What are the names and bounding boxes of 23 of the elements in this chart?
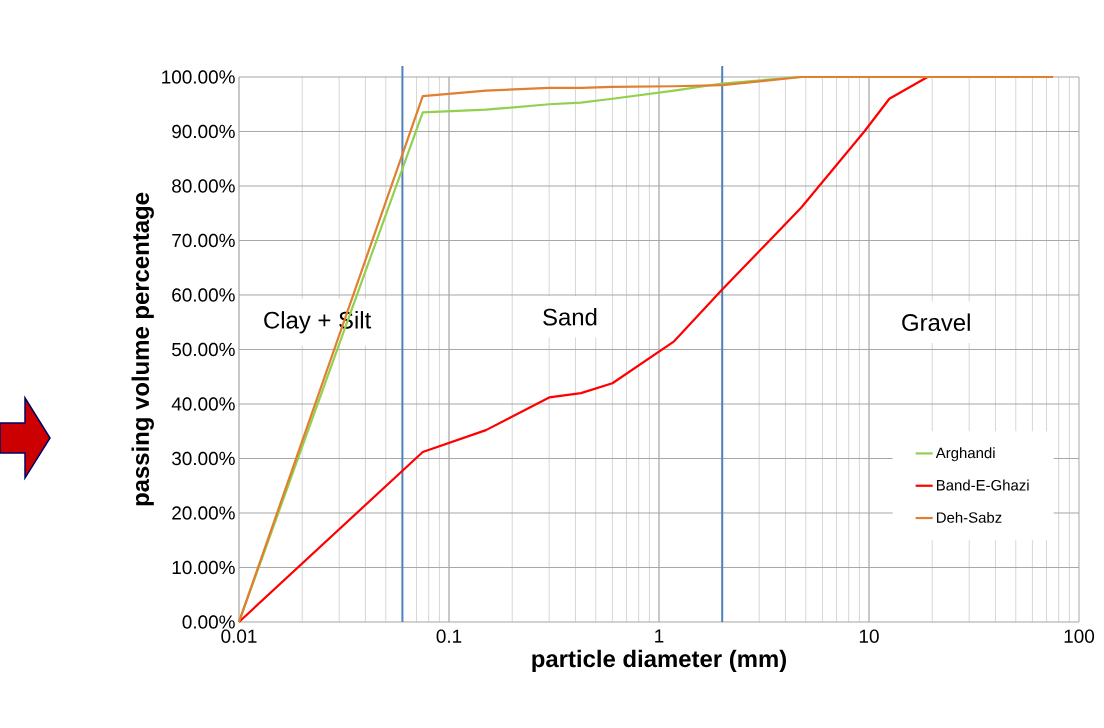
y-tick-label: 0.00% [182,615,235,629]
legend-label: Arghandi [935,447,995,462]
y-tick-label: 70.00% [172,233,235,248]
y-tick-label: 10.00% [172,560,235,575]
x-tick-label: 100 [1064,629,1095,643]
y-tick-label: 80.00% [172,179,235,193]
x-tick-label: 0.01 [221,629,257,643]
y-tick-label: 90.00% [172,124,235,139]
y-tick-label: 20.00% [172,506,235,520]
legend-label: Deh-Sabz [936,511,1002,523]
annotation: Gravel [902,313,970,332]
x-axis-title: particle diameter (mm) [532,649,786,673]
y-tick-label: 60.00% [172,288,235,302]
y-tick-label: 100.00% [162,70,235,84]
y-tick-label: 40.00% [171,397,235,411]
legend-label: Band-E-Ghazi [936,479,1029,491]
x-tick-label: 10 [859,629,879,643]
y-tick-label: 50.00% [172,342,235,357]
y-tick-label: 30.00% [172,451,235,466]
x-tick-label: 0.1 [436,629,462,643]
x-tick-label: 1 [655,629,664,643]
annotation: Sand [543,308,597,326]
y-axis-title: passing volume percentage [131,192,154,506]
